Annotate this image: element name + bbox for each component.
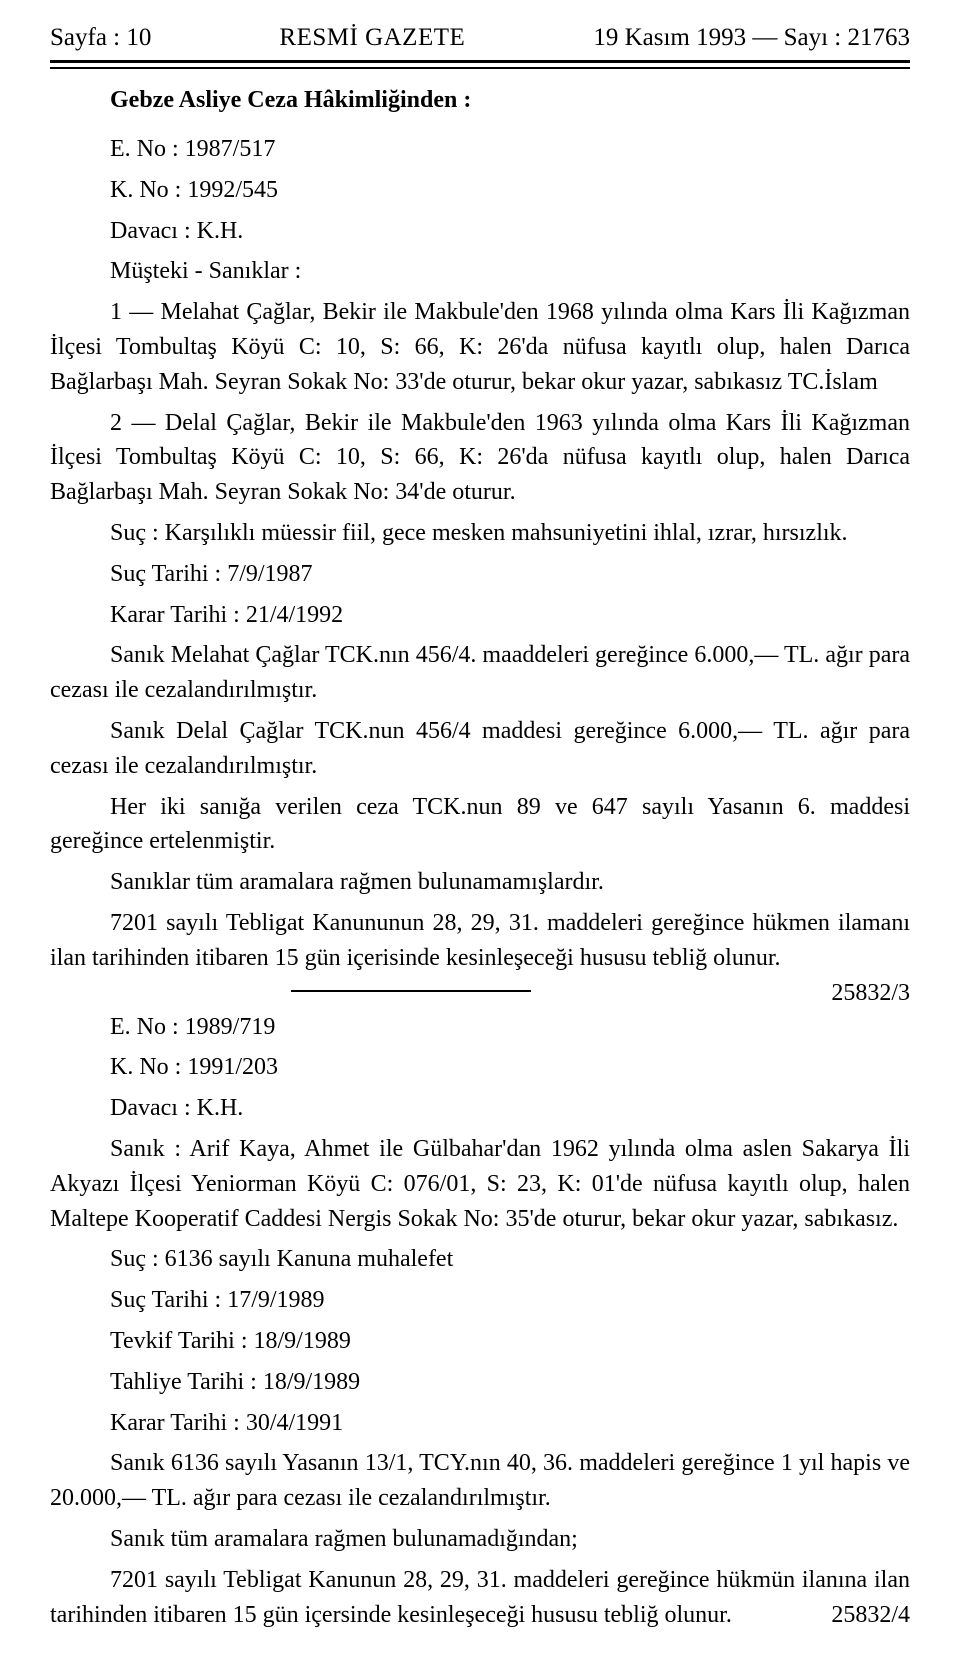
case2-karar-tarihi: Karar Tarihi : 30/4/1991 [50, 1406, 910, 1441]
case1-ref: 25832/3 [771, 976, 910, 1011]
court-name: Gebze Asliye Ceza Hâkimliğinden : [110, 83, 910, 118]
case2-suc-tarihi: Suç Tarihi : 17/9/1989 [50, 1283, 910, 1318]
case1-musteki-label: Müşteki - Sanıklar : [50, 254, 910, 289]
header-rule [50, 60, 910, 69]
case2-tahliye-tarihi: Tahliye Tarihi : 18/9/1989 [50, 1365, 910, 1400]
case1-suc-tarihi: Suç Tarihi : 7/9/1987 [50, 557, 910, 592]
case2-sanik: Sanık : Arif Kaya, Ahmet ile Gülbahar'da… [50, 1132, 910, 1236]
case2-e-no: E. No : 1989/719 [50, 1010, 910, 1045]
case2-k-no: K. No : 1991/203 [50, 1050, 910, 1085]
header-center: RESMİ GAZETE [279, 20, 465, 56]
header-left: Sayfa : 10 [50, 20, 151, 56]
case1-para-1: Sanık Melahat Çağlar TCK.nın 456/4. maad… [50, 638, 910, 708]
case2-para-1: Sanık 6136 sayılı Yasanın 13/1, TCY.nın … [50, 1446, 910, 1516]
case2-para-3: 7201 sayılı Tebligat Kanunun 28, 29, 31.… [50, 1563, 910, 1633]
case2-ref: 25832/4 [771, 1598, 910, 1633]
case1-e-no: E. No : 1987/517 [50, 132, 910, 167]
case2-para-2: Sanık tüm aramalara rağmen bulunamadığın… [50, 1522, 910, 1557]
page-header: Sayfa : 10 RESMİ GAZETE 19 Kasım 1993 — … [50, 20, 910, 56]
case1-davaci: Davacı : K.H. [50, 214, 910, 249]
case1-para-2: Sanık Delal Çağlar TCK.nun 456/4 maddesi… [50, 714, 910, 784]
case1-sanik-2: 2 — Delal Çağlar, Bekir ile Makbule'den … [50, 406, 910, 510]
case1-para-5-text: 7201 sayılı Tebligat Kanununun 28, 29, 3… [50, 910, 910, 971]
case2-davaci: Davacı : K.H. [50, 1091, 910, 1126]
case1-suc: Suç : Karşılıklı müessir fiil, gece mesk… [50, 516, 910, 551]
case1-k-no: K. No : 1992/545 [50, 173, 910, 208]
case1-para-4: Sanıklar tüm aramalara rağmen bulunamamı… [50, 865, 910, 900]
case-separator [291, 990, 531, 992]
case1-sanik-1: 1 — Melahat Çağlar, Bekir ile Makbule'de… [50, 295, 910, 399]
case2-tevkif-tarihi: Tevkif Tarihi : 18/9/1989 [50, 1324, 910, 1359]
case2-suc: Suç : 6136 sayılı Kanuna muhalefet [50, 1242, 910, 1277]
header-right: 19 Kasım 1993 — Sayı : 21763 [593, 20, 910, 56]
case1-para-3: Her iki sanığa verilen ceza TCK.nun 89 v… [50, 790, 910, 860]
case1-para-5: 7201 sayılı Tebligat Kanununun 28, 29, 3… [50, 906, 910, 976]
case1-karar-tarihi: Karar Tarihi : 21/4/1992 [50, 598, 910, 633]
